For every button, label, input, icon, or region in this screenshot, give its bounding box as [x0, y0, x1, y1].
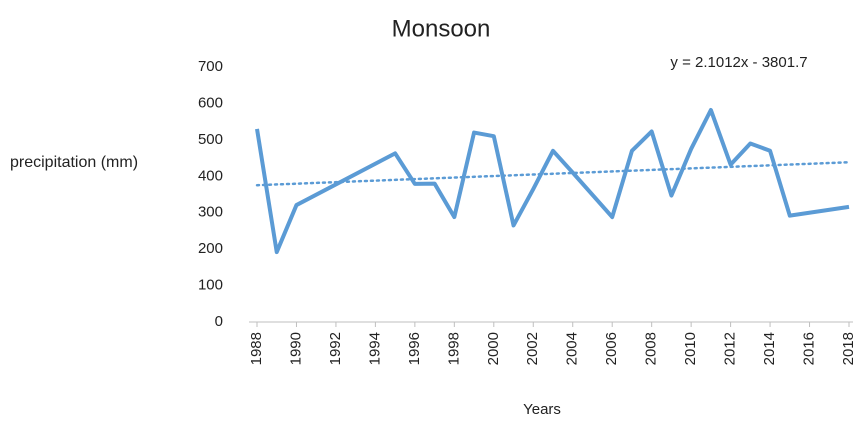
y-tick-label: 200 — [198, 240, 223, 257]
x-tick-label: 2018 — [840, 332, 857, 365]
y-tick-label: 100 — [198, 277, 223, 294]
y-tick-label: 400 — [198, 167, 223, 184]
x-tick-label: 2002 — [524, 332, 541, 365]
trend-equation: y = 2.1012x - 3801.7 — [670, 54, 807, 71]
trendline — [255, 161, 851, 187]
y-tick-label: 700 — [198, 58, 223, 75]
x-tick-label: 1998 — [445, 332, 462, 365]
x-tick-label: 1996 — [406, 332, 423, 365]
x-tick-label: 2006 — [603, 332, 620, 365]
x-tick-label: 2008 — [643, 332, 660, 365]
y-axis-title: precipitation (mm) — [10, 154, 139, 171]
x-tick-label: 2012 — [722, 332, 739, 365]
y-tick-label: 0 — [215, 313, 223, 330]
x-tick-label: 1992 — [327, 332, 344, 365]
x-tick-label: 1994 — [366, 332, 383, 365]
x-tick-label: 1988 — [248, 332, 265, 365]
chart-title: Monsoon — [392, 15, 491, 42]
x-tick-label: 2014 — [761, 332, 778, 365]
x-tick-label: 2016 — [801, 332, 818, 365]
y-tick-label: 300 — [198, 204, 223, 221]
data-line — [255, 107, 850, 255]
y-tick-label: 500 — [198, 131, 223, 148]
x-tick-label: 2010 — [682, 332, 699, 365]
x-tick-label: 2004 — [564, 332, 581, 365]
y-tick-label: 600 — [198, 94, 223, 111]
x-tick-label: 1990 — [287, 332, 304, 365]
x-tick-label: 2000 — [485, 332, 502, 365]
x-axis-title: Years — [523, 401, 561, 418]
